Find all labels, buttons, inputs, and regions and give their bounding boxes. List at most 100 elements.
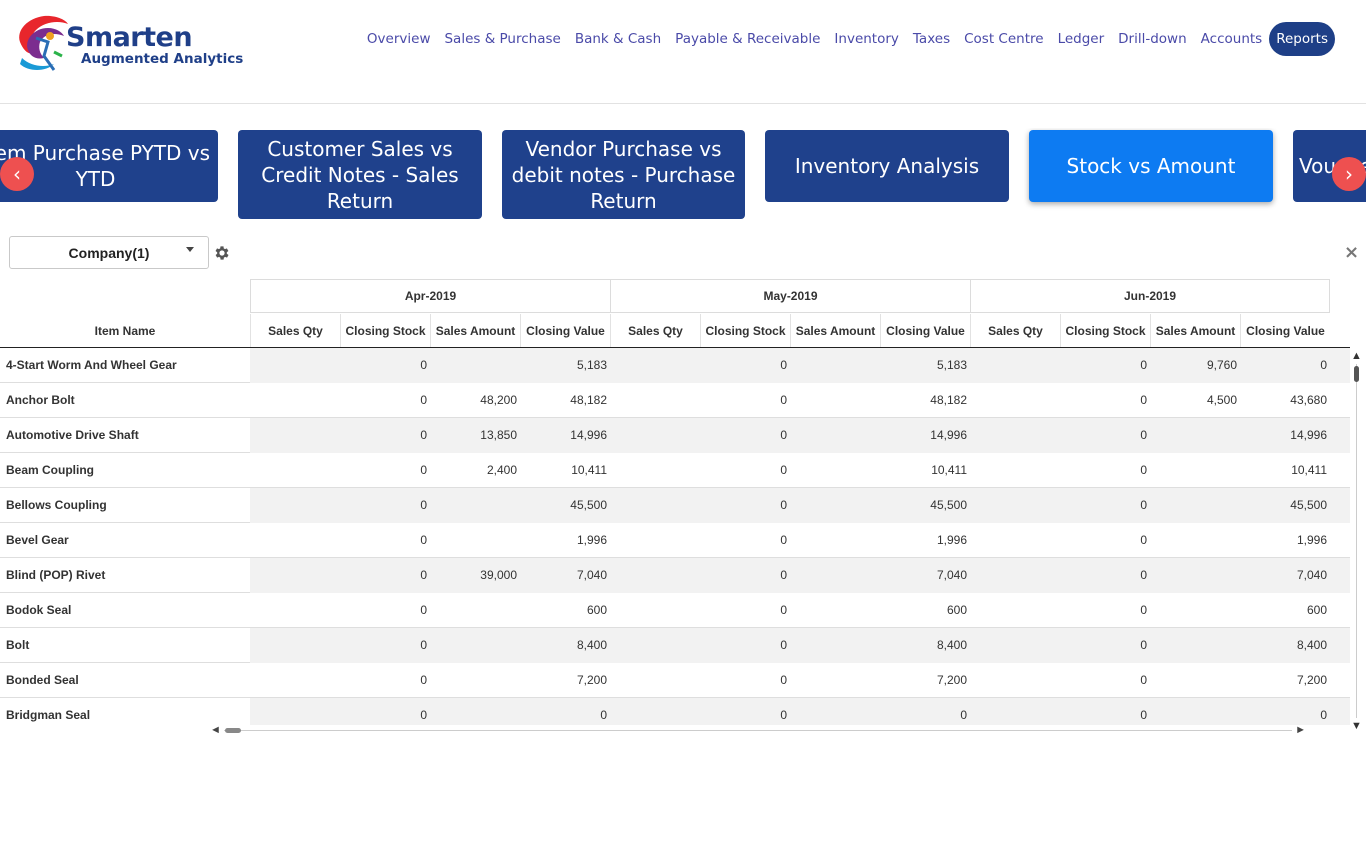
tile-customer-sales-vs-credit-notes[interactable]: Customer Sales vs Credit Notes - Sales R… (238, 130, 482, 219)
scroll-right-icon[interactable]: ► (1295, 724, 1306, 736)
header-divider (0, 347, 1350, 348)
value-cell: 0 (780, 638, 787, 652)
value-cell: 5,183 (936, 358, 967, 372)
value-cell: 0 (1140, 358, 1147, 372)
value-cell: 7,200 (1296, 673, 1327, 687)
vertical-scroll-thumb[interactable] (1354, 366, 1359, 382)
table-row[interactable]: Bonded Seal 0 7,200 0 7,200 0 7,200 (0, 663, 1350, 698)
app-header: Smarten Augmented Analytics Overview Sal… (0, 0, 1366, 104)
value-cell (250, 348, 337, 383)
value-cell: 10,411 (1291, 463, 1327, 477)
value-cell (970, 663, 1057, 698)
column-header[interactable]: Sales Qty (970, 314, 1060, 347)
value-cell (1150, 488, 1237, 523)
value-cell (250, 593, 337, 628)
column-header[interactable]: Sales Qty (610, 314, 700, 347)
item-name-cell: Bonded Seal (6, 673, 79, 687)
row-shade (250, 628, 1350, 663)
table-row[interactable]: Bodok Seal 0 600 0 600 0 600 (0, 593, 1350, 628)
value-cell (970, 558, 1057, 593)
value-cell (790, 663, 877, 698)
value-cell (250, 418, 337, 453)
value-cell: 0 (1140, 463, 1147, 477)
gear-icon[interactable] (213, 244, 231, 262)
value-cell: 0 (420, 428, 427, 442)
value-cell: 10,411 (931, 463, 967, 477)
caret-down-icon (186, 247, 194, 252)
value-cell: 0 (420, 638, 427, 652)
column-header[interactable]: Closing Stock (340, 314, 430, 347)
scroll-down-icon[interactable]: ▼ (1351, 720, 1362, 732)
column-header[interactable]: Sales Amount (430, 314, 520, 347)
carousel-next-button[interactable]: › (1332, 157, 1366, 191)
table-row[interactable]: Bellows Coupling 0 45,500 0 45,500 0 45,500 (0, 488, 1350, 523)
value-cell: 0 (1140, 673, 1147, 687)
nav-sales-purchase[interactable]: Sales & Purchase (444, 31, 561, 47)
scroll-left-icon[interactable]: ◄ (210, 724, 221, 736)
value-cell: 0 (780, 568, 787, 582)
horizontal-scroll-thumb[interactable] (225, 728, 241, 733)
nav-cost-centre[interactable]: Cost Centre (964, 31, 1044, 47)
item-name-cell: Bevel Gear (6, 533, 69, 547)
table-row[interactable]: Bridgman Seal 0 0 0 0 0 0 (0, 698, 1350, 725)
table-row[interactable]: Automotive Drive Shaft 0 13,850 14,996 0 14,9… (0, 418, 1350, 453)
item-name-header[interactable]: Item Name (94, 323, 156, 338)
nav-inventory[interactable]: Inventory (834, 31, 899, 47)
table-row[interactable]: Bolt 0 8,400 0 8,400 0 8,400 (0, 628, 1350, 663)
value-cell (790, 453, 877, 488)
value-cell: 0 (780, 358, 787, 372)
chevron-left-icon: ‹ (13, 162, 21, 186)
row-shade (250, 698, 1350, 725)
column-header[interactable]: Sales Amount (1150, 314, 1240, 347)
value-cell: 7,040 (576, 568, 607, 582)
item-name-cell: Anchor Bolt (6, 393, 75, 407)
table-row[interactable]: Anchor Bolt 0 48,200 48,182 0 48,182 0 4,500 43,… (0, 383, 1350, 418)
table-row[interactable]: Bevel Gear 0 1,996 0 1,996 0 1,996 (0, 523, 1350, 558)
value-cell: 0 (1140, 708, 1147, 722)
logo-mark-icon (19, 15, 69, 71)
tile-vendor-purchase-vs-debit-notes[interactable]: Vendor Purchase vs debit notes - Purchas… (502, 130, 745, 219)
value-cell (790, 348, 877, 383)
row-shade (250, 558, 1350, 593)
vertical-scrollbar[interactable]: ▲ ▼ (1350, 350, 1364, 732)
tile-inventory-analysis[interactable]: Inventory Analysis (765, 130, 1009, 202)
value-cell: 43,680 (1290, 393, 1327, 407)
carousel-prev-button[interactable]: ‹ (0, 157, 34, 191)
column-header[interactable]: Closing Value (1240, 314, 1330, 347)
value-cell: 48,182 (930, 393, 967, 407)
horizontal-scrollbar[interactable]: ◄ ► (210, 724, 1306, 738)
nav-overview[interactable]: Overview (366, 31, 431, 47)
nav-drill-down[interactable]: Drill-down (1118, 31, 1187, 47)
column-header[interactable]: Closing Value (520, 314, 610, 347)
table-row[interactable]: Beam Coupling 0 2,400 10,411 0 10,411 0 10,411 (0, 453, 1350, 488)
table-row[interactable]: Blind (POP) Rivet 0 39,000 7,040 0 7,040 0 7,04… (0, 558, 1350, 593)
value-cell: 0 (780, 498, 787, 512)
column-header[interactable]: Sales Qty (250, 314, 340, 347)
value-cell: 7,040 (1296, 568, 1327, 582)
nav-bank-cash[interactable]: Bank & Cash (574, 31, 662, 47)
nav-taxes[interactable]: Taxes (912, 31, 951, 47)
company-filter-select[interactable]: Company(1) (9, 236, 209, 269)
nav-accounts[interactable]: Accounts (1200, 31, 1263, 47)
column-header[interactable]: Sales Amount (790, 314, 880, 347)
tile-item-purchase-pytd-vs-ytd[interactable]: Item Purchase PYTD vs YTD (0, 130, 218, 202)
scroll-up-icon[interactable]: ▲ (1351, 350, 1362, 362)
value-cell: 600 (1306, 603, 1327, 617)
nav-reports[interactable]: Reports (1269, 22, 1335, 56)
value-cell: 0 (1320, 358, 1327, 372)
value-cell: 45,500 (570, 498, 607, 512)
nav-ledger[interactable]: Ledger (1057, 31, 1105, 47)
value-cell (970, 383, 1057, 418)
column-header[interactable]: Closing Stock (1060, 314, 1150, 347)
item-name-cell: Bolt (6, 638, 30, 652)
table-row[interactable]: 4-Start Worm And Wheel Gear 0 5,183 0 5,183 0… (0, 348, 1350, 383)
smarten-logo[interactable]: Smarten Augmented Analytics (14, 10, 244, 76)
value-cell (610, 383, 697, 418)
column-header[interactable]: Closing Value (880, 314, 970, 347)
report-carousel: Item Purchase PYTD vs YTD Customer Sales… (0, 128, 1366, 224)
value-cell: 0 (780, 428, 787, 442)
close-icon[interactable]: × (1344, 242, 1360, 263)
tile-stock-vs-amount[interactable]: Stock vs Amount (1029, 130, 1273, 202)
nav-payable-receivable[interactable]: Payable & Receivable (675, 31, 821, 47)
column-header[interactable]: Closing Stock (700, 314, 790, 347)
